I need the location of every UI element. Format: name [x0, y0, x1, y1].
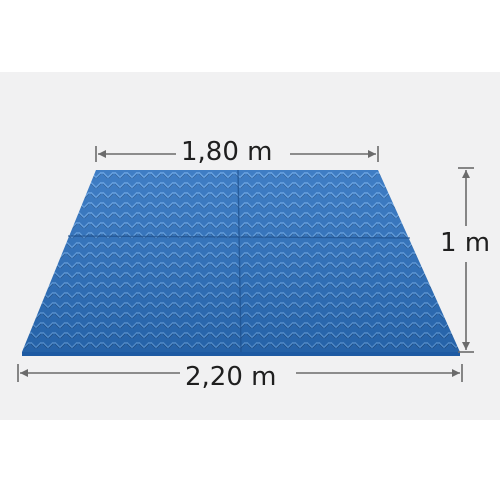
mat-shading — [22, 170, 460, 352]
top-width-arrow — [95, 146, 379, 162]
mat-front-edge — [22, 352, 460, 356]
bottom-width-label: 2,20 m — [185, 362, 277, 392]
depth-label: 1 m — [440, 228, 491, 258]
depth-arrow — [458, 167, 474, 353]
top-width-label: 1,80 m — [181, 137, 273, 167]
tile-seam-vertical — [237, 169, 242, 353]
tile-seam-horizontal — [67, 235, 411, 239]
bottom-width-arrow — [17, 364, 463, 382]
